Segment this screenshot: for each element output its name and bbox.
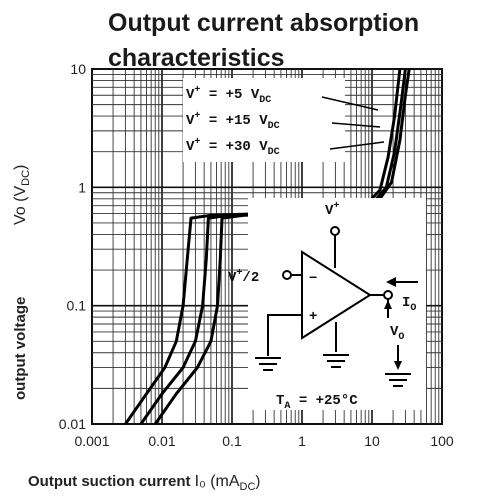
op-amp-minus: − <box>309 271 317 287</box>
vo-arrow-down-head <box>394 361 402 370</box>
x-tick-labels: 0.001 0.01 0.1 1 10 100 <box>74 433 453 449</box>
leader-line-3 <box>329 141 385 150</box>
test-circuit: V+ − + V+/2 IO VO TA = +25°C <box>228 198 426 412</box>
y-tick-label: 10 <box>70 61 86 77</box>
leader-line-2 <box>331 122 381 128</box>
y-axis-unit: Vo (VDC) <box>12 165 32 225</box>
y-tick-label: 0.01 <box>59 416 86 432</box>
series-label-1: V+ = +5 VDC <box>186 85 271 106</box>
circuit-noninv-wire <box>267 314 302 356</box>
x-tick-label: 0.1 <box>222 433 242 449</box>
series-line-2 <box>139 68 407 425</box>
x-tick-label: 100 <box>430 433 454 449</box>
vo-arrow-up-head <box>384 300 392 309</box>
series-labels: V+ = +5 VDC V+ = +15 VDC V+ = +30 VDC <box>183 78 385 162</box>
series-line-3 <box>153 68 411 425</box>
x-tick-label: 0.01 <box>148 433 175 449</box>
y-axis-label: output voltage <box>12 297 29 400</box>
io-label: IO <box>402 295 416 314</box>
ambient-temp-label: TA = +25°C <box>276 393 358 412</box>
y-tick-labels: 10 1 0.1 0.01 <box>59 61 86 432</box>
x-tick-label: 10 <box>364 433 380 449</box>
series-label-2: V+ = +15 VDC <box>186 111 280 132</box>
series-line-1 <box>124 68 402 425</box>
circuit-vhalf-label: V+/2 <box>228 268 259 286</box>
series-label-backdrop <box>183 78 345 162</box>
io-arrow-head <box>386 277 396 287</box>
y-tick-label: 0.1 <box>67 298 87 314</box>
circuit-backdrop <box>248 198 426 410</box>
chart-title-line1: Output current absorption <box>108 9 419 37</box>
op-amp-triangle <box>301 250 372 340</box>
curves <box>124 68 411 425</box>
leader-line-1 <box>321 96 379 111</box>
op-amp-plus: + <box>309 309 317 325</box>
chart-title-line2: characteristics <box>108 44 285 72</box>
vo-label: VO <box>390 324 404 343</box>
x-tick-label: 1 <box>298 433 306 449</box>
series-label-3: V+ = +30 VDC <box>186 137 280 158</box>
y-tick-label: 1 <box>78 179 86 195</box>
x-tick-label: 0.001 <box>74 433 109 449</box>
circuit-vplus-label: V+ <box>325 201 339 219</box>
x-axis-label: Output suction current I₀ (mADC) <box>28 473 260 493</box>
